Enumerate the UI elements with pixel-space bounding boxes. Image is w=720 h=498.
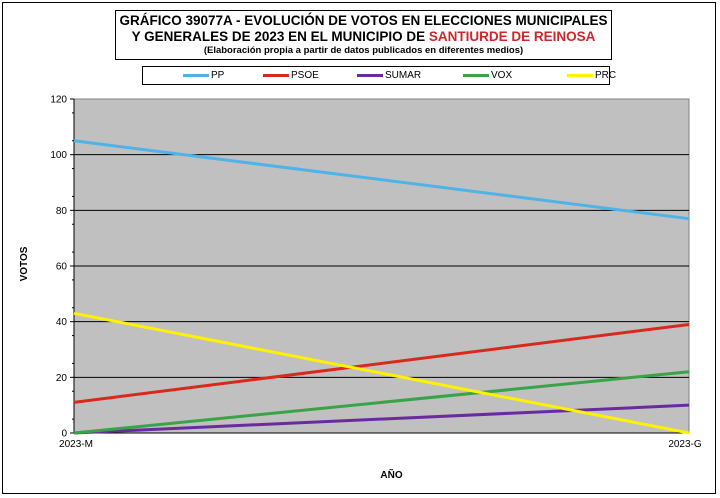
x-tick-label: 2023-G: [668, 439, 702, 450]
legend-item-sumar: SUMAR: [357, 67, 421, 84]
x-tick-label: 2023-M: [59, 439, 93, 450]
legend-item-pp: PP: [183, 67, 224, 84]
chart-title-line-2-prefix: Y GENERALES DE 2023 EN EL MUNICIPIO DE: [131, 29, 429, 44]
y-tick-label: 0: [61, 429, 67, 440]
y-tick-label: 80: [56, 206, 68, 217]
legend-label: PP: [211, 70, 225, 81]
chart-legend: PP PSOE SUMAR VOX PRC: [142, 66, 616, 85]
legend-label: SUMAR: [385, 70, 422, 81]
series-line-sumar: [73, 403, 690, 435]
legend-swatch: [357, 74, 383, 77]
series-line-psoe: [73, 322, 690, 404]
chart-title-line-1: GRÁFICO 39077A - EVOLUCIÓN DE VOTOS EN E…: [119, 13, 608, 28]
legend-swatch: [263, 74, 289, 77]
legend-swatch: [183, 74, 209, 77]
y-tick-label: 20: [56, 373, 68, 384]
series-line-pp: [73, 139, 690, 221]
legend-label: VOX: [491, 70, 513, 81]
series-line-vox: [73, 370, 690, 435]
y-tick-label: 60: [56, 262, 68, 273]
chart-title-municipality: SANTIURDE DE REINOSA: [428, 29, 596, 44]
legend-item-psoe: PSOE: [263, 67, 319, 84]
y-axis-title: VOTOS: [19, 246, 30, 281]
y-tick-label: 100: [50, 150, 67, 161]
x-axis-title: AÑO: [380, 468, 402, 481]
legend-item-vox: VOX: [463, 67, 512, 84]
legend-swatch: [463, 74, 489, 77]
chart-subtitle: (Elaboración propia a partir de datos pu…: [203, 45, 524, 56]
legend-label: PRC: [595, 70, 617, 81]
y-tick-label: 40: [56, 317, 68, 328]
chart-title-box: GRÁFICO 39077A - EVOLUCIÓN DE VOTOS EN E…: [115, 10, 612, 60]
legend-swatch: [567, 74, 593, 77]
legend-item-prc: PRC: [567, 67, 616, 84]
chart-title-line-2: Y GENERALES DE 2023 EN EL MUNICIPIO DE S…: [116, 29, 611, 45]
legend-label: PSOE: [291, 70, 319, 81]
series-line-prc: [73, 311, 690, 435]
y-tick-label: 120: [50, 95, 67, 106]
